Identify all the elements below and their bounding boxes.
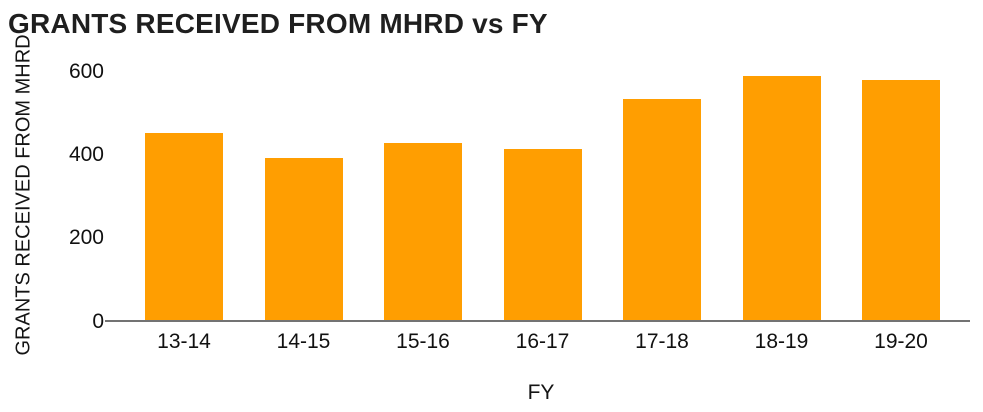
bar-17-18 [623, 99, 701, 320]
bar-13-14 [145, 132, 223, 320]
y-tick-label: 600 [68, 59, 104, 83]
bar-19-20 [862, 80, 940, 320]
x-tick-label: 15-16 [396, 330, 450, 353]
bar-16-17 [503, 149, 582, 320]
x-tick-label: 13-14 [157, 330, 211, 353]
x-axis-line [105, 320, 970, 322]
x-tick-label: 16-17 [515, 330, 570, 353]
bar-18-19 [742, 76, 821, 320]
x-tick-label: 18-19 [754, 330, 809, 353]
bar-15-16 [384, 142, 462, 320]
y-tick-label: 200 [68, 226, 104, 250]
bar-14-15 [264, 157, 343, 320]
x-tick-label: 14-15 [276, 330, 331, 353]
chart-title: GRANTS RECEIVED FROM MHRD vs FY [8, 8, 548, 39]
y-tick-label: 0 [92, 309, 104, 333]
x-tick-label: 19-20 [874, 330, 928, 353]
x-axis-title: FY [527, 381, 555, 404]
x-tick-label: 17-18 [635, 330, 689, 353]
plot-area [105, 71, 970, 322]
y-tick-label: 400 [68, 142, 104, 166]
